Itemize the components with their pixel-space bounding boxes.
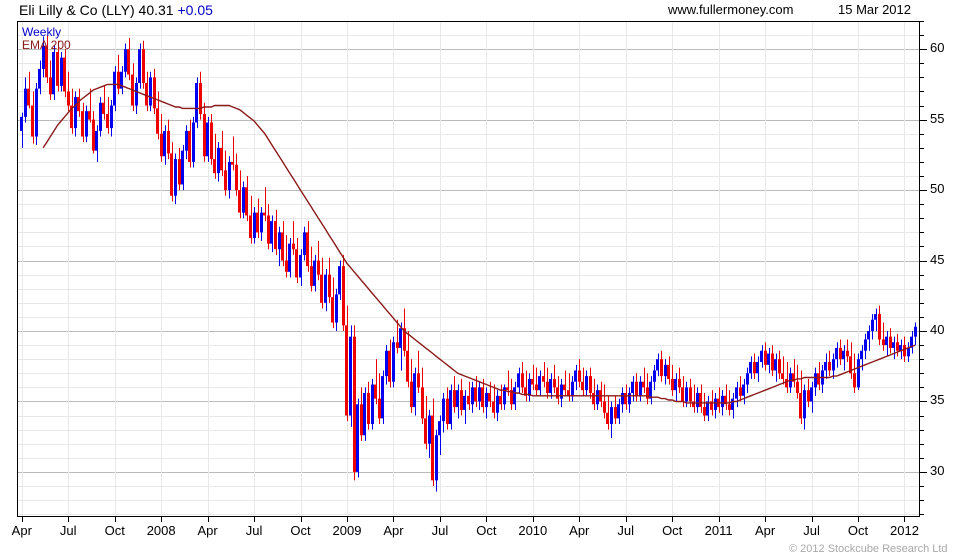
y-axis-tick bbox=[920, 373, 924, 374]
x-axis-label: Jul bbox=[59, 523, 77, 538]
legend-ema: EMA 200 bbox=[22, 38, 71, 52]
y-axis-tick bbox=[920, 21, 924, 22]
y-axis-label: 55 bbox=[930, 110, 945, 126]
x-axis-label: Oct bbox=[662, 523, 683, 538]
y-axis-tick bbox=[920, 49, 927, 50]
y-axis-tick bbox=[920, 134, 924, 135]
x-axis-label: 2009 bbox=[332, 523, 362, 538]
y-axis-tick bbox=[920, 430, 924, 431]
y-axis-label: 50 bbox=[930, 181, 945, 197]
y-axis-tick bbox=[920, 218, 924, 219]
x-axis-tick bbox=[904, 517, 905, 522]
x-axis-tick bbox=[719, 517, 720, 522]
y-axis-tick bbox=[920, 416, 924, 417]
y-axis-tick bbox=[920, 444, 924, 445]
x-axis-tick bbox=[68, 517, 69, 522]
x-axis-label: Jul bbox=[245, 523, 263, 538]
x-axis-label: Apr bbox=[754, 523, 776, 538]
price-change: +0.05 bbox=[177, 2, 213, 18]
x-axis-label: Oct bbox=[476, 523, 497, 538]
instrument-title: Eli Lilly & Co (LLY) 40.31 +0.05 bbox=[19, 2, 213, 18]
y-axis-tick bbox=[920, 359, 924, 360]
y-axis-tick bbox=[920, 303, 924, 304]
y-axis-tick bbox=[920, 77, 924, 78]
y-axis-label: 40 bbox=[930, 322, 945, 337]
x-axis-label: 2011 bbox=[704, 523, 733, 538]
x-axis-tick bbox=[254, 517, 255, 522]
legend-interval: Weekly bbox=[22, 25, 62, 39]
y-axis-tick bbox=[920, 63, 924, 64]
y-axis-tick bbox=[920, 176, 924, 177]
x-axis-label: Apr bbox=[197, 523, 218, 538]
x-axis-tick bbox=[393, 517, 394, 522]
y-axis-tick bbox=[920, 401, 927, 402]
x-axis-tick bbox=[765, 517, 766, 522]
x-axis-tick bbox=[812, 517, 813, 522]
x-axis-label: 2010 bbox=[518, 523, 548, 538]
y-axis-tick bbox=[920, 458, 924, 459]
y-axis-tick bbox=[920, 317, 924, 318]
x-axis-tick bbox=[626, 517, 627, 522]
x-axis-label: Apr bbox=[383, 523, 404, 538]
x-axis-tick bbox=[486, 517, 487, 522]
y-axis-tick bbox=[920, 514, 924, 515]
x-axis-label: Apr bbox=[569, 523, 590, 538]
y-axis-tick bbox=[920, 387, 924, 388]
y-axis-tick bbox=[920, 261, 927, 262]
y-axis-tick bbox=[920, 486, 924, 487]
instrument-title-text: Eli Lilly & Co (LLY) 40.31 bbox=[19, 2, 178, 18]
y-axis-label: 45 bbox=[930, 251, 945, 267]
y-axis-tick bbox=[920, 345, 924, 346]
x-axis-label: 2012 bbox=[890, 523, 919, 538]
x-axis-tick bbox=[672, 517, 673, 522]
candlestick-svg bbox=[17, 21, 920, 517]
y-axis-tick bbox=[920, 190, 927, 191]
y-axis-tick bbox=[920, 275, 924, 276]
y-axis-tick bbox=[920, 232, 924, 233]
y-axis-tick bbox=[920, 289, 924, 290]
y-axis-tick bbox=[920, 35, 924, 36]
x-axis-tick bbox=[208, 517, 209, 522]
y-axis-tick bbox=[920, 204, 924, 205]
x-axis-label: Oct bbox=[847, 523, 869, 538]
y-axis-label: 30 bbox=[930, 462, 945, 478]
chart-legend: Weekly EMA 200 bbox=[22, 26, 71, 52]
y-axis-tick bbox=[920, 500, 924, 501]
y-axis-tick bbox=[920, 472, 927, 473]
x-axis-label: 2008 bbox=[146, 523, 176, 538]
x-axis-label: Apr bbox=[11, 523, 32, 538]
x-axis-tick bbox=[115, 517, 116, 522]
y-axis-tick bbox=[920, 106, 924, 107]
x-axis-tick bbox=[533, 517, 534, 522]
y-axis-tick bbox=[920, 120, 927, 121]
x-axis-tick bbox=[579, 517, 580, 522]
x-axis-label: Jul bbox=[617, 523, 635, 538]
x-axis-label: Oct bbox=[290, 523, 311, 538]
y-axis-label: 35 bbox=[930, 392, 945, 408]
x-axis-tick bbox=[161, 517, 162, 522]
x-axis-tick bbox=[22, 517, 23, 522]
chart-header: Eli Lilly & Co (LLY) 40.31 +0.05 www.ful… bbox=[0, 0, 980, 21]
x-axis-label: Jul bbox=[803, 523, 820, 538]
x-axis-label: Jul bbox=[431, 523, 449, 538]
source-website: www.fullermoney.com bbox=[668, 2, 794, 17]
y-axis-tick bbox=[920, 162, 924, 163]
x-axis-label: Oct bbox=[104, 523, 125, 538]
copyright-notice: © 2012 Stockcube Research Ltd bbox=[789, 543, 948, 555]
x-axis-tick bbox=[301, 517, 302, 522]
x-axis-tick bbox=[440, 517, 441, 522]
y-axis-tick bbox=[920, 246, 924, 247]
y-axis-tick bbox=[920, 91, 924, 92]
x-axis-tick bbox=[858, 517, 859, 522]
chart-plot-area bbox=[17, 21, 920, 517]
x-axis-tick bbox=[347, 517, 348, 522]
y-axis-label: 60 bbox=[930, 40, 945, 56]
chart-date: 15 Mar 2012 bbox=[838, 2, 911, 17]
y-axis-tick bbox=[920, 331, 927, 332]
y-axis-tick bbox=[920, 148, 924, 149]
